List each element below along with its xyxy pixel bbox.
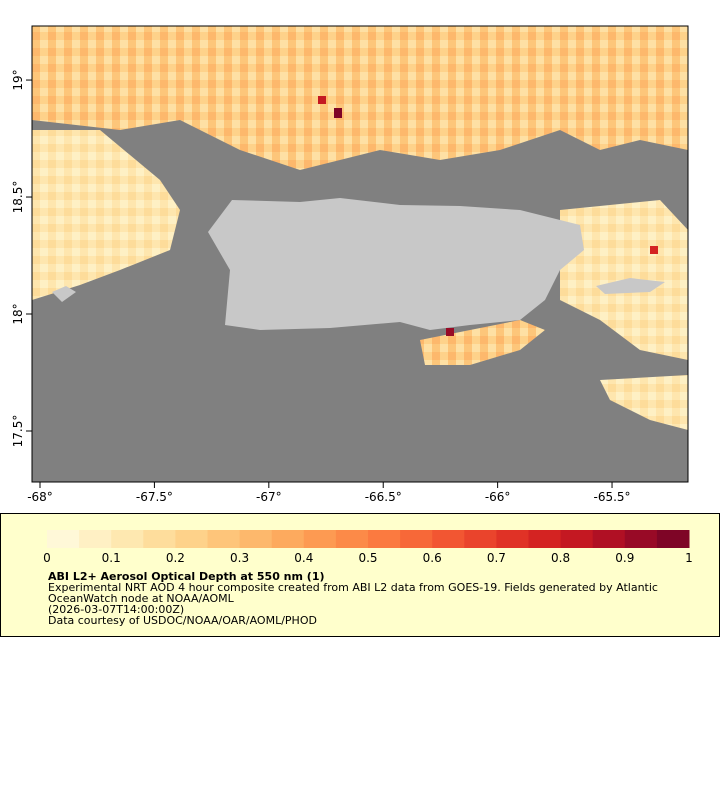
colorbar-tick-label: 0.3 <box>230 551 249 565</box>
x-tick-label: -67° <box>256 490 282 504</box>
colorbar-segment <box>656 530 690 548</box>
colorbar-tick-label: 0.6 <box>423 551 442 565</box>
caption-line: OceanWatch node at NOAA/AOML <box>48 592 235 605</box>
aerosol-field-north <box>32 26 688 170</box>
land-mona <box>52 286 76 302</box>
aerosol-field-west <box>32 130 180 300</box>
x-tick-label: -67.5° <box>136 490 173 504</box>
map-plot <box>32 26 688 482</box>
colorbar-segment <box>432 530 465 548</box>
y-tick-label: 18.5° <box>11 181 25 214</box>
high-aod-pixel <box>318 96 326 104</box>
colorbar-segment <box>239 530 273 548</box>
colorbar-segment <box>560 530 594 548</box>
colorbar-segment <box>400 530 433 548</box>
aerosol-field-southeast <box>600 375 688 430</box>
colorbar-tick-label: 0.8 <box>551 551 570 565</box>
colorbar-segment <box>207 530 241 548</box>
colorbar-tick-label: 0.9 <box>615 551 634 565</box>
colorbar-segment <box>592 530 626 548</box>
x-tick-label: -66.5° <box>365 490 402 504</box>
x-tick-label: -68° <box>27 490 53 504</box>
colorbar-segment <box>271 530 305 548</box>
colorbar-segment <box>79 530 112 548</box>
colorbar-segment <box>528 530 562 548</box>
high-aod-pixel <box>650 246 658 254</box>
caption-line: Experimental NRT AOD 4 hour composite cr… <box>48 581 658 594</box>
y-tick-label: 17.5° <box>11 415 25 448</box>
caption-line: Data courtesy of USDOC/NOAA/OAR/AOML/PHO… <box>48 614 317 627</box>
colorbar-tick-label: 0.4 <box>294 551 313 565</box>
caption-title: ABI L2+ Aerosol Optical Depth at 550 nm … <box>48 570 325 583</box>
colorbar-segment <box>175 530 208 548</box>
high-aod-pixel <box>334 108 342 118</box>
colorbar-segment <box>496 530 529 548</box>
colorbar-tick-label: 1 <box>685 551 693 565</box>
colorbar-segment <box>143 530 176 548</box>
colorbar-segment <box>368 530 401 548</box>
colorbar-tick-label: 0 <box>43 551 51 565</box>
colorbar-segment <box>335 530 369 548</box>
y-tick-label: 19° <box>11 69 25 90</box>
aerosol-field-south <box>420 320 545 365</box>
y-tick-label: 18° <box>11 303 25 324</box>
colorbar-tick-label: 0.2 <box>166 551 185 565</box>
colorbar-segment <box>464 530 497 548</box>
land-vieques <box>596 278 665 294</box>
x-tick-label: -65.5° <box>594 490 631 504</box>
colorbar-segment <box>111 530 144 548</box>
plot-frame <box>31 25 689 483</box>
colorbar-tick-label: 0.7 <box>487 551 506 565</box>
land-puerto-rico <box>208 198 584 330</box>
x-tick-label: -66° <box>485 490 511 504</box>
colorbar-segment <box>303 530 337 548</box>
high-aod-pixel <box>446 328 454 336</box>
colorbar-tick-label: 0.1 <box>102 551 121 565</box>
colorbar-tick-label: 0.5 <box>358 551 377 565</box>
colorbar-segment <box>47 530 80 548</box>
caption-line: (2026-03-07T14:00:00Z) <box>48 603 184 616</box>
colorbar-segment <box>624 530 658 548</box>
